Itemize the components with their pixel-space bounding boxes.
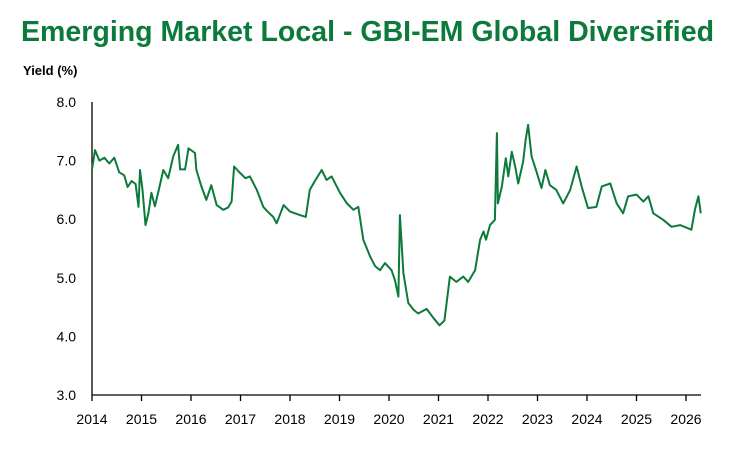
- y-tick-label: 4.0: [57, 328, 77, 344]
- x-tick-label: 2017: [225, 411, 256, 427]
- x-tick-label: 2023: [522, 411, 553, 427]
- x-tick-label: 2024: [571, 411, 602, 427]
- y-tick-labels: 8.0 7.0 6.0 5.0 4.0 3.0: [57, 94, 77, 403]
- x-tick-label: 2025: [621, 411, 652, 427]
- y-tick-label: 3.0: [57, 387, 77, 403]
- y-tick-label: 5.0: [57, 270, 77, 286]
- x-tick-label: 2026: [670, 411, 701, 427]
- series-line-yield: [91, 123, 702, 327]
- y-tick-label: 8.0: [57, 94, 77, 110]
- x-tick-label: 2022: [472, 411, 503, 427]
- x-tick-label: 2018: [274, 411, 305, 427]
- x-tick-label: 2020: [373, 411, 404, 427]
- x-tick-label: 2014: [76, 411, 107, 427]
- x-tick-label: 2015: [126, 411, 157, 427]
- y-tick-label: 7.0: [57, 153, 77, 169]
- x-tick-label: 2019: [324, 411, 355, 427]
- y-tick-label: 6.0: [57, 211, 77, 227]
- chart-title: Emerging Market Local - GBI-EM Global Di…: [21, 16, 714, 48]
- x-tick-labels: 2014 2015 2016 2017 2018 2019 2020 2021 2022 2023…: [76, 395, 702, 427]
- x-tick-label: 2021: [423, 411, 454, 427]
- y-axis-label: Yield (%): [23, 63, 77, 78]
- x-tick-label: 2016: [175, 411, 206, 427]
